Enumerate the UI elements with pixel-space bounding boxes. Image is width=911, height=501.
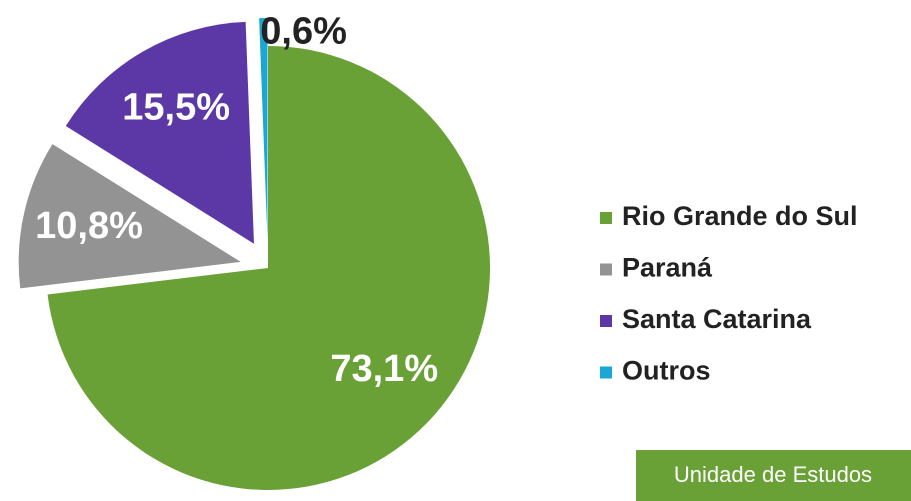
legend-marker xyxy=(600,263,612,276)
pie-slice xyxy=(259,18,268,241)
data-label: 10,8% xyxy=(35,205,143,247)
legend-marker xyxy=(600,366,612,379)
data-label: 73,1% xyxy=(330,348,438,390)
legend-marker xyxy=(600,212,612,224)
footer-box xyxy=(636,450,911,501)
legend-label: Rio Grande do Sul xyxy=(622,201,858,231)
legend-label: Outros xyxy=(622,356,711,386)
pie-slice xyxy=(47,46,491,491)
footer: Unidade de Estudos xyxy=(674,462,872,487)
legend-label: Paraná xyxy=(622,253,713,283)
pie-slice xyxy=(18,144,241,289)
data-label: 15,5% xyxy=(122,86,230,128)
legend-label: Santa Catarina xyxy=(622,304,812,334)
legend-marker xyxy=(600,315,612,327)
pie-slice xyxy=(65,21,254,244)
data-label: 0,6% xyxy=(260,11,347,53)
